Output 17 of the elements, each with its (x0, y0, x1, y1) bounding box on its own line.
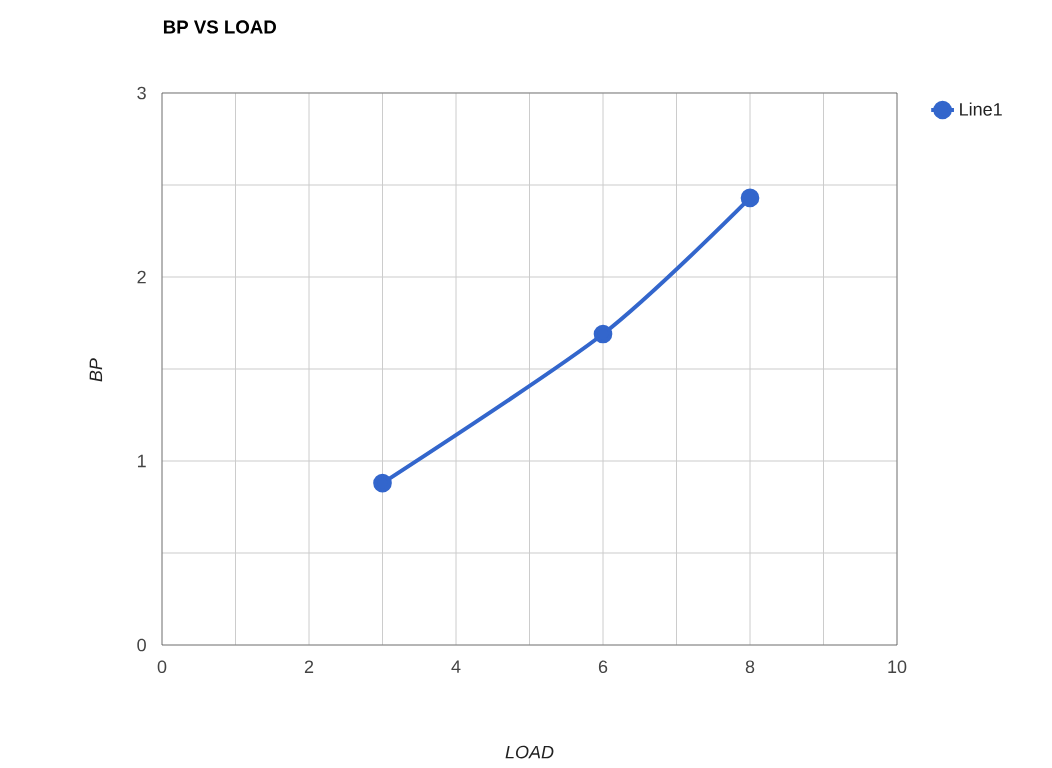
x-tick-label: 10 (888, 660, 907, 674)
y-tick-label: 2 (137, 270, 146, 284)
x-tick-label: 8 (745, 660, 755, 674)
x-axis-title: LOAD (505, 745, 554, 759)
point (373, 473, 392, 493)
x-tick-label: 2 (304, 660, 314, 673)
x-tick-label: 6 (598, 660, 608, 674)
x-tick-label: 4 (451, 660, 461, 673)
y-axis-title: BP (89, 358, 103, 382)
legend-label: Line1 (960, 102, 1002, 116)
point (593, 324, 613, 344)
chart-title: BP VS LOAD (163, 20, 276, 34)
x-tick-label: 0 (157, 660, 167, 674)
y-tick-label: 0 (137, 638, 146, 652)
y-tick-label: 3 (137, 86, 146, 100)
point (740, 188, 760, 208)
y-tick-label: 1 (138, 454, 146, 468)
